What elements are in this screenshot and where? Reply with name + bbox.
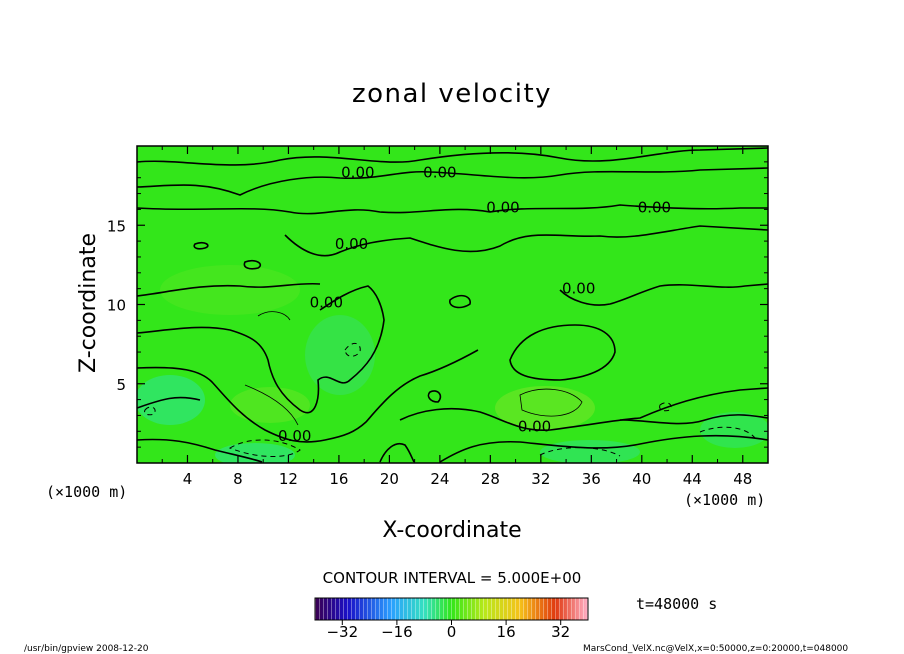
contour-line: [137, 147, 768, 166]
contour-line: [137, 282, 321, 297]
y-axis-title: Z-coordinate: [76, 233, 101, 373]
x-tick-label: 32: [531, 470, 550, 488]
colorbar-ticks: −32 −16 0 16 32: [326, 620, 570, 641]
footer-right: MarsCond_VelX.nc@VelX,x=0:50000,z=0:2000…: [583, 644, 848, 654]
x-tick-label: 24: [430, 470, 449, 488]
contour-line: [659, 402, 672, 412]
contour-line: [539, 447, 621, 457]
contour-line: [379, 443, 415, 463]
dashed-contours: [144, 343, 756, 457]
x-unit-left: (×1000 m): [46, 483, 127, 501]
colorbar-tick-label: 32: [551, 623, 570, 641]
chart-title: zonal velocity: [352, 79, 552, 109]
contour-label: 0.00: [310, 294, 343, 312]
x-tick-label: 48: [733, 470, 752, 488]
contour-labels: 0.00 0.00 0.00 0.00 0.00 0.00 0.00 0.00 0.00: [278, 164, 671, 445]
colorbar-tick-label: 16: [497, 623, 516, 641]
x-tick-label: 8: [233, 470, 243, 488]
x-axis-title: X-coordinate: [382, 518, 521, 543]
contour-label: 0.00: [278, 427, 311, 445]
contour-line: [137, 167, 768, 196]
contour-line: [243, 259, 262, 270]
plot-area: 0.00 0.00 0.00 0.00 0.00 0.00 0.00 0.00 0.00: [137, 146, 768, 463]
x-tick-label: 36: [582, 470, 601, 488]
contour-line: [427, 390, 442, 403]
colorbar-tick-label: −32: [326, 623, 358, 641]
contour-line: [439, 434, 768, 463]
contour-interval: CONTOUR INTERVAL = 5.000E+00: [323, 569, 582, 587]
contour-label: 0.00: [335, 235, 368, 253]
contour-line: [519, 388, 583, 417]
y-tick-label: 10: [107, 297, 126, 315]
y-tick-label: 15: [107, 217, 126, 235]
y-tick-label: 5: [116, 376, 126, 394]
contour-line: [244, 384, 299, 426]
contour-line: [137, 396, 201, 409]
colorbar-stripes: [315, 598, 588, 620]
contour-lines: [137, 147, 768, 463]
contour-label: 0.00: [518, 417, 551, 435]
cyan-region: [137, 375, 205, 425]
contour-line: [699, 426, 756, 439]
contour-line: [137, 349, 479, 443]
x-tick-label: 28: [481, 470, 500, 488]
cyan-region: [540, 440, 640, 463]
x-axis: 4 8 12 16 20 24 28 32 36 40 44 48: [161, 146, 769, 488]
contour-line: [228, 439, 301, 457]
contour-label: 0.00: [341, 164, 374, 182]
x-tick-label: 4: [183, 470, 193, 488]
cyan-region: [700, 412, 768, 448]
contour-line: [137, 285, 385, 414]
contour-line: [193, 241, 209, 250]
contour-label: 0.00: [638, 199, 671, 217]
thin-contours: [244, 311, 583, 426]
contour-line: [399, 387, 768, 431]
contour-line: [559, 283, 768, 306]
x-unit-right: (×1000 m): [684, 491, 765, 509]
cyan-region: [215, 443, 295, 463]
colorbar: −32 −16 0 16 32: [314, 597, 589, 641]
contour-line: [137, 204, 768, 215]
contour-line: [619, 414, 768, 425]
contour-line: [509, 324, 616, 381]
x-tick-label: 44: [683, 470, 702, 488]
cyan-region: [305, 315, 375, 395]
colorbar-tick-label: 0: [447, 623, 457, 641]
x-tick-label: 20: [380, 470, 399, 488]
footer-left: /usr/bin/gpview 2008-12-20: [24, 644, 149, 654]
x-tick-label: 12: [279, 470, 298, 488]
time-label: t=48000 s: [636, 595, 717, 613]
colorbar-tick-label: −16: [381, 623, 413, 641]
contour-label: 0.00: [486, 199, 519, 217]
contour-label: 0.00: [423, 164, 456, 182]
contour-line: [344, 343, 361, 357]
light-region: [160, 265, 300, 315]
contour-label: 0.00: [562, 279, 595, 297]
y-axis: 5 10 15: [107, 161, 768, 448]
contour-line: [137, 438, 263, 463]
light-region: [230, 387, 310, 423]
contour-line: [449, 294, 471, 309]
contour-line: [257, 311, 291, 321]
x-tick-label: 40: [632, 470, 651, 488]
x-tick-label: 16: [329, 470, 348, 488]
contour-line: [284, 225, 768, 257]
